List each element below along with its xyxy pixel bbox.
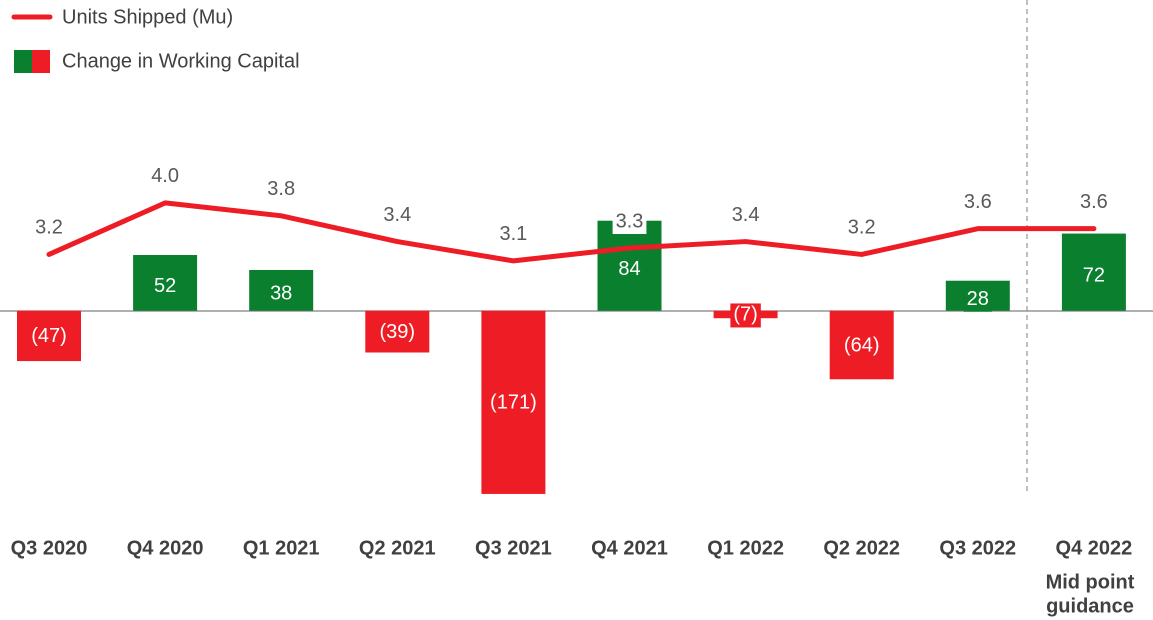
x-tick-label: Q2 2022 — [823, 537, 900, 559]
data-label-background — [615, 257, 644, 282]
data-label-background — [840, 334, 883, 358]
x-tick-label: Q2 2021 — [359, 537, 436, 559]
x-tick-label: Q4 2022 — [1056, 537, 1133, 559]
data-label: 3.8 — [267, 178, 295, 200]
x-tick-label: Q3 2020 — [11, 537, 88, 559]
data-label-background — [730, 303, 761, 328]
x-tick-label: Q3 2022 — [939, 537, 1016, 559]
data-label-background — [1076, 190, 1111, 215]
data-label: 3.6 — [1080, 191, 1108, 213]
line — [46, 200, 1097, 264]
legend-label: Units Shipped (Mu) — [62, 6, 233, 28]
x-tick-label: Q4 2021 — [591, 537, 668, 559]
data-label-background — [264, 177, 299, 202]
data-label: (7) — [733, 304, 757, 326]
data-label: 3.1 — [499, 223, 527, 245]
data-label: 4.0 — [151, 165, 179, 187]
data-label: 38 — [270, 283, 292, 305]
data-label: 3.2 — [35, 217, 63, 239]
x-tick-label: Q4 2020 — [127, 537, 204, 559]
data-label: 3.4 — [732, 204, 760, 226]
data-label-background — [1079, 264, 1109, 289]
data-label-background — [963, 287, 992, 312]
data-label: 28 — [967, 288, 989, 310]
data-label-background — [960, 190, 995, 215]
legend-label: Change in Working Capital — [62, 50, 300, 72]
data-label-background — [844, 216, 879, 241]
data-label: (47) — [31, 325, 67, 347]
data-label: (64) — [844, 334, 880, 356]
data-label-background — [32, 216, 66, 241]
data-label-background — [496, 222, 531, 247]
data-label: 3.4 — [383, 204, 411, 226]
data-label-background — [376, 320, 419, 345]
annotation: guidance — [1046, 595, 1134, 617]
x-tick-label: Q3 2021 — [475, 537, 552, 559]
data-label-background — [380, 203, 415, 228]
annotation: Mid point — [1046, 571, 1135, 593]
data-label-background — [487, 391, 540, 416]
data-label: 52 — [154, 275, 176, 297]
data-label-background — [150, 274, 180, 299]
x-tick-label: Q1 2021 — [243, 537, 320, 559]
data-label-background — [148, 164, 183, 189]
data-label: 3.3 — [616, 210, 644, 232]
data-label-background — [267, 282, 296, 307]
data-label-background — [612, 210, 647, 235]
data-label: 3.6 — [964, 191, 992, 213]
data-label: 72 — [1083, 264, 1105, 286]
x-tick-label: Q1 2022 — [707, 537, 784, 559]
data-label: (171) — [490, 392, 537, 414]
legend-bar-swatch-negative — [32, 50, 50, 73]
data-label: 3.2 — [848, 217, 876, 239]
data-label-background — [28, 324, 70, 349]
data-label: 84 — [618, 258, 640, 280]
legend-bar-swatch-positive — [14, 50, 32, 73]
data-label-background — [728, 203, 763, 228]
data-label: (39) — [380, 321, 416, 343]
